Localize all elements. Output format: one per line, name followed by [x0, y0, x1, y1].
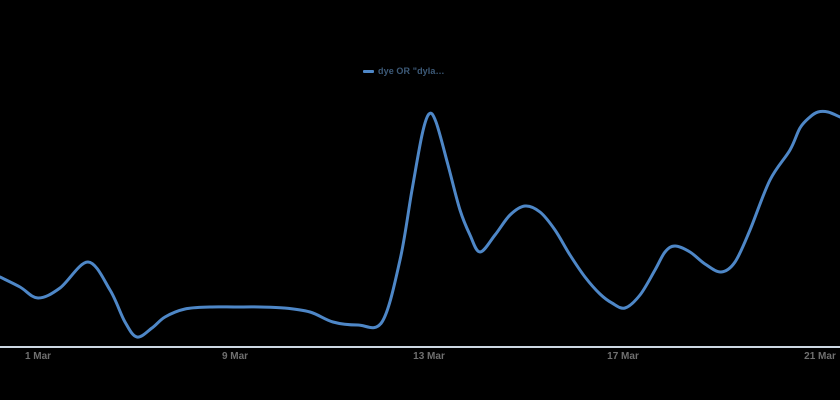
x-tick-label: 1 Mar — [24, 351, 52, 362]
series-line — [0, 109, 840, 339]
chart-legend-item[interactable]: dye OR "dyla… — [363, 66, 445, 76]
legend-line-marker-icon — [363, 69, 374, 73]
x-tick-label: 17 Mar — [607, 351, 639, 362]
x-tick-label: 21 Mar — [804, 351, 836, 362]
x-tick-label: 13 Mar — [413, 351, 445, 362]
x-tick-label: 9 Mar — [221, 351, 249, 362]
legend-series-label: dye OR "dyla… — [378, 66, 445, 76]
